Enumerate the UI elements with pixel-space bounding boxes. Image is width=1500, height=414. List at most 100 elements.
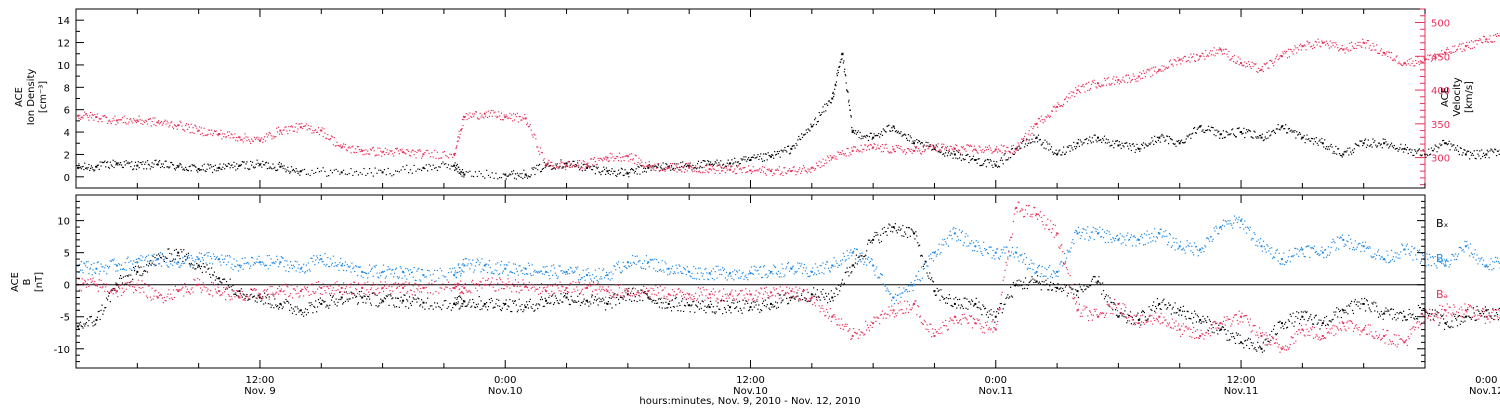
data-dot [1417, 318, 1418, 319]
data-dot [1092, 279, 1093, 280]
data-dot [972, 158, 973, 159]
data-dot [670, 307, 671, 308]
data-dot [317, 132, 318, 133]
data-dot [410, 269, 411, 270]
data-dot [633, 170, 634, 171]
data-dot [458, 301, 459, 302]
data-point [729, 169, 731, 171]
data-dot [1319, 139, 1320, 140]
data-dot [1408, 63, 1409, 64]
data-dot [1345, 48, 1346, 49]
data-point [1138, 148, 1140, 150]
data-dot [1308, 43, 1309, 44]
data-dot [305, 308, 306, 309]
data-point [361, 297, 363, 299]
data-dot [142, 256, 143, 257]
data-dot [559, 166, 560, 167]
data-dot [1324, 42, 1325, 43]
data-dot [501, 177, 502, 178]
data-dot [490, 177, 491, 178]
data-dot [1113, 147, 1114, 148]
data-dot [177, 129, 178, 130]
data-dot [285, 171, 286, 172]
data-dot [774, 151, 775, 152]
data-dot [772, 175, 773, 176]
data-dot [324, 253, 325, 254]
data-dot [1033, 135, 1034, 136]
data-dot [1476, 44, 1477, 45]
data-dot [554, 168, 555, 169]
data-dot [711, 304, 712, 305]
data-dot [1080, 92, 1081, 93]
data-dot [223, 262, 224, 263]
data-dot [1066, 96, 1067, 97]
data-dot [1074, 146, 1075, 147]
data-dot [1381, 311, 1382, 312]
data-dot [1109, 297, 1110, 298]
data-dot [108, 267, 109, 268]
data-dot [1223, 130, 1224, 131]
data-dot [869, 149, 870, 150]
data-dot [269, 296, 270, 297]
data-dot [773, 158, 774, 159]
data-dot [1240, 58, 1241, 59]
data-dot [598, 167, 599, 168]
data-dot [1427, 54, 1428, 55]
data-dot [1428, 315, 1429, 316]
data-dot [708, 172, 709, 173]
data-dot [262, 262, 263, 263]
data-dot [698, 302, 699, 303]
data-dot [1183, 306, 1184, 307]
data-dot [90, 168, 91, 169]
data-dot [766, 174, 767, 175]
data-dot [1489, 157, 1490, 158]
data-dot [497, 305, 498, 306]
data-dot [312, 130, 313, 131]
data-dot [481, 308, 482, 309]
data-dot [82, 272, 83, 273]
data-dot [1305, 142, 1306, 143]
data-dot [293, 169, 294, 170]
data-dot [1161, 134, 1162, 135]
data-dot [1358, 301, 1359, 302]
data-dot [1096, 282, 1097, 283]
data-dot [199, 252, 200, 253]
data-dot [237, 168, 238, 169]
data-dot [728, 160, 729, 161]
data-dot [168, 266, 169, 267]
data-dot [910, 135, 911, 136]
data-dot [427, 150, 428, 151]
data-dot [719, 309, 720, 310]
data-dot [1085, 288, 1086, 289]
data-dot [133, 168, 134, 169]
data-dot [349, 267, 350, 268]
data-dot [270, 166, 271, 167]
data-dot [577, 296, 578, 297]
series-density-velocity-0 [77, 53, 1500, 180]
data-dot [282, 308, 283, 309]
data-dot [343, 143, 344, 144]
data-dot [285, 126, 286, 127]
data-dot [599, 172, 600, 173]
data-dot [799, 167, 800, 168]
data-dot [435, 307, 436, 308]
data-point [954, 303, 956, 305]
data-dot [1227, 340, 1228, 341]
data-dot [790, 153, 791, 154]
data-dot [174, 250, 175, 251]
data-dot [519, 173, 520, 174]
data-point [320, 130, 322, 132]
data-dot [1064, 284, 1065, 285]
data-dot [165, 256, 166, 257]
data-dot [546, 165, 547, 166]
data-dot [982, 304, 983, 305]
data-dot [1376, 44, 1377, 45]
data-dot [1434, 148, 1435, 149]
data-dot [1273, 65, 1274, 66]
data-point [525, 306, 527, 308]
data-dot [718, 162, 719, 163]
data-dot [664, 308, 665, 309]
data-dot [778, 170, 779, 171]
data-dot [1492, 41, 1493, 42]
data-dot [1436, 311, 1437, 312]
